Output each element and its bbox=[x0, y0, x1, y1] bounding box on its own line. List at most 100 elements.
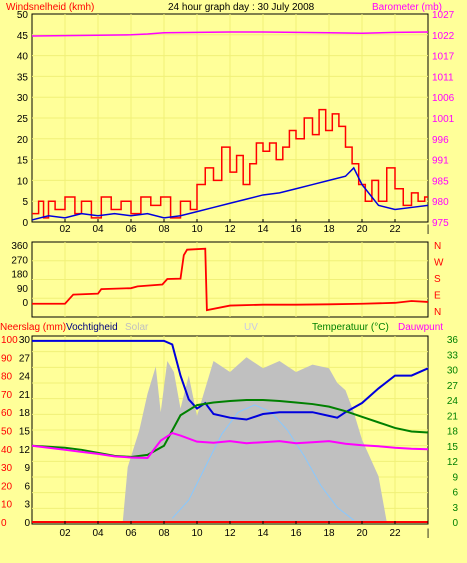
compass-tick: S bbox=[434, 274, 441, 285]
x-tick-label: 20 bbox=[356, 528, 368, 539]
rain-tick: 9 bbox=[24, 463, 30, 474]
barometer-tick: 1022 bbox=[432, 31, 455, 42]
panel-wind-pressure: Windsnelheid (kmh) 24 hour graph day : 3… bbox=[6, 2, 455, 235]
wind-speed-line bbox=[31, 166, 429, 221]
chart-title: 24 hour graph day : 30 July 2008 bbox=[168, 2, 315, 13]
humidity-tick: 100 bbox=[1, 335, 18, 346]
wind-speed-tick: 45 bbox=[17, 31, 29, 42]
barometer-tick: 1011 bbox=[432, 72, 454, 83]
x-tick-label: 08 bbox=[158, 528, 170, 539]
temperature-tick: 27 bbox=[447, 381, 459, 392]
temperature-tick: 15 bbox=[447, 442, 459, 453]
x-tick-label: 12 bbox=[224, 224, 236, 235]
humidity-tick: 0 bbox=[1, 518, 7, 529]
wind-speed-tick: 10 bbox=[17, 176, 29, 187]
wind-gust-line bbox=[32, 108, 428, 219]
wind-speed-axis-label: Windsnelheid (kmh) bbox=[6, 2, 94, 13]
wind-speed-tick: 0 bbox=[22, 218, 28, 229]
barometer-tick: 980 bbox=[432, 197, 449, 208]
barometer-tick: 1027 bbox=[432, 10, 455, 21]
direction-degree-tick: 0 bbox=[22, 298, 28, 309]
barometer-tick: 1017 bbox=[432, 52, 455, 63]
x-tick-label: 02 bbox=[59, 528, 71, 539]
x-tick-label: 14 bbox=[257, 528, 269, 539]
direction-degree-tick: 270 bbox=[11, 255, 28, 266]
barometer-tick: 975 bbox=[432, 218, 449, 229]
x-tick-label: 18 bbox=[323, 528, 335, 539]
humidity-tick: 40 bbox=[1, 445, 13, 456]
wind-speed-tick: 50 bbox=[17, 10, 29, 21]
uv-legend: UV bbox=[244, 322, 258, 333]
rain-tick: 27 bbox=[19, 353, 31, 364]
uv-line bbox=[171, 404, 355, 521]
dewpoint-line bbox=[31, 431, 429, 459]
humidity-tick: 60 bbox=[1, 408, 13, 419]
x-tick-label: 16 bbox=[290, 224, 302, 235]
wind-speed-tick: 40 bbox=[17, 52, 29, 63]
temperature-tick: 3 bbox=[452, 503, 458, 514]
x-tick-label: | bbox=[427, 528, 430, 539]
compass-tick: N bbox=[434, 307, 441, 318]
barometer-tick: 996 bbox=[432, 135, 449, 146]
humidity-tick: 80 bbox=[1, 372, 13, 383]
rain-tick: 15 bbox=[19, 427, 31, 438]
rain-tick: 3 bbox=[24, 500, 30, 511]
x-tick-label: 06 bbox=[125, 224, 137, 235]
rain-tick: 24 bbox=[19, 372, 31, 383]
panel-humidity-temperature: Neerslag (mm) Vochtigheid Solar UV Tempe… bbox=[0, 322, 458, 539]
wind-speed-tick: 30 bbox=[17, 93, 29, 104]
compass-tick: E bbox=[434, 291, 441, 302]
rain-tick: 18 bbox=[19, 408, 31, 419]
x-tick-label: 16 bbox=[290, 528, 302, 539]
x-tick-label: 22 bbox=[389, 528, 401, 539]
solar-legend: Solar bbox=[125, 322, 149, 333]
x-tick-label: 08 bbox=[158, 224, 170, 235]
direction-degree-tick: 360 bbox=[11, 241, 28, 252]
wind-speed-tick: 15 bbox=[17, 156, 29, 167]
wind-speed-tick: 35 bbox=[17, 72, 29, 83]
wind-speed-tick: 25 bbox=[17, 114, 29, 125]
barometer-axis-label: Barometer (mb) bbox=[372, 2, 442, 13]
humidity-legend: Vochtigheid bbox=[66, 322, 118, 333]
x-tick-label: 02 bbox=[59, 224, 71, 235]
rain-tick: 12 bbox=[19, 445, 31, 456]
humidity-tick: 90 bbox=[1, 353, 13, 364]
wind-speed-tick: 20 bbox=[17, 135, 29, 146]
x-tick-label: | bbox=[427, 224, 430, 235]
x-tick-label: 10 bbox=[191, 224, 203, 235]
wind-speed-tick: 5 bbox=[22, 197, 28, 208]
x-tick-label: 18 bbox=[323, 224, 335, 235]
x-tick-label: 04 bbox=[92, 224, 104, 235]
barometer-tick: 1006 bbox=[432, 93, 455, 104]
humidity-tick: 50 bbox=[1, 427, 13, 438]
x-tick-label: 04 bbox=[92, 528, 104, 539]
compass-tick: W bbox=[434, 258, 444, 269]
temperature-tick: 36 bbox=[447, 335, 459, 346]
temperature-tick: 30 bbox=[447, 366, 459, 377]
temperature-tick: 6 bbox=[452, 488, 458, 499]
humidity-tick: 30 bbox=[1, 463, 13, 474]
humidity-tick: 20 bbox=[1, 481, 13, 492]
humidity-tick: 70 bbox=[1, 390, 13, 401]
x-tick-label: 14 bbox=[257, 224, 269, 235]
rain-tick: 30 bbox=[19, 335, 31, 346]
direction-degree-tick: 90 bbox=[17, 284, 29, 295]
humidity-line bbox=[32, 339, 429, 421]
dewpoint-legend: Dauwpunt bbox=[398, 322, 443, 333]
wind-direction-line bbox=[32, 247, 429, 312]
x-tick-label: 20 bbox=[356, 224, 368, 235]
rain-legend: Neerslag (mm) bbox=[0, 322, 66, 333]
x-tick-label: 12 bbox=[224, 528, 236, 539]
temperature-tick: 0 bbox=[452, 518, 458, 529]
x-tick-label: 22 bbox=[389, 224, 401, 235]
temperature-tick: 21 bbox=[447, 411, 459, 422]
temperature-tick: 18 bbox=[447, 427, 459, 438]
temperature-tick: 24 bbox=[447, 396, 459, 407]
x-tick-label: 10 bbox=[191, 528, 203, 539]
barometer-tick: 1001 bbox=[432, 114, 455, 125]
humidity-tick: 10 bbox=[1, 500, 13, 511]
temperature-tick: 9 bbox=[452, 472, 458, 483]
barometer-line bbox=[31, 31, 429, 37]
